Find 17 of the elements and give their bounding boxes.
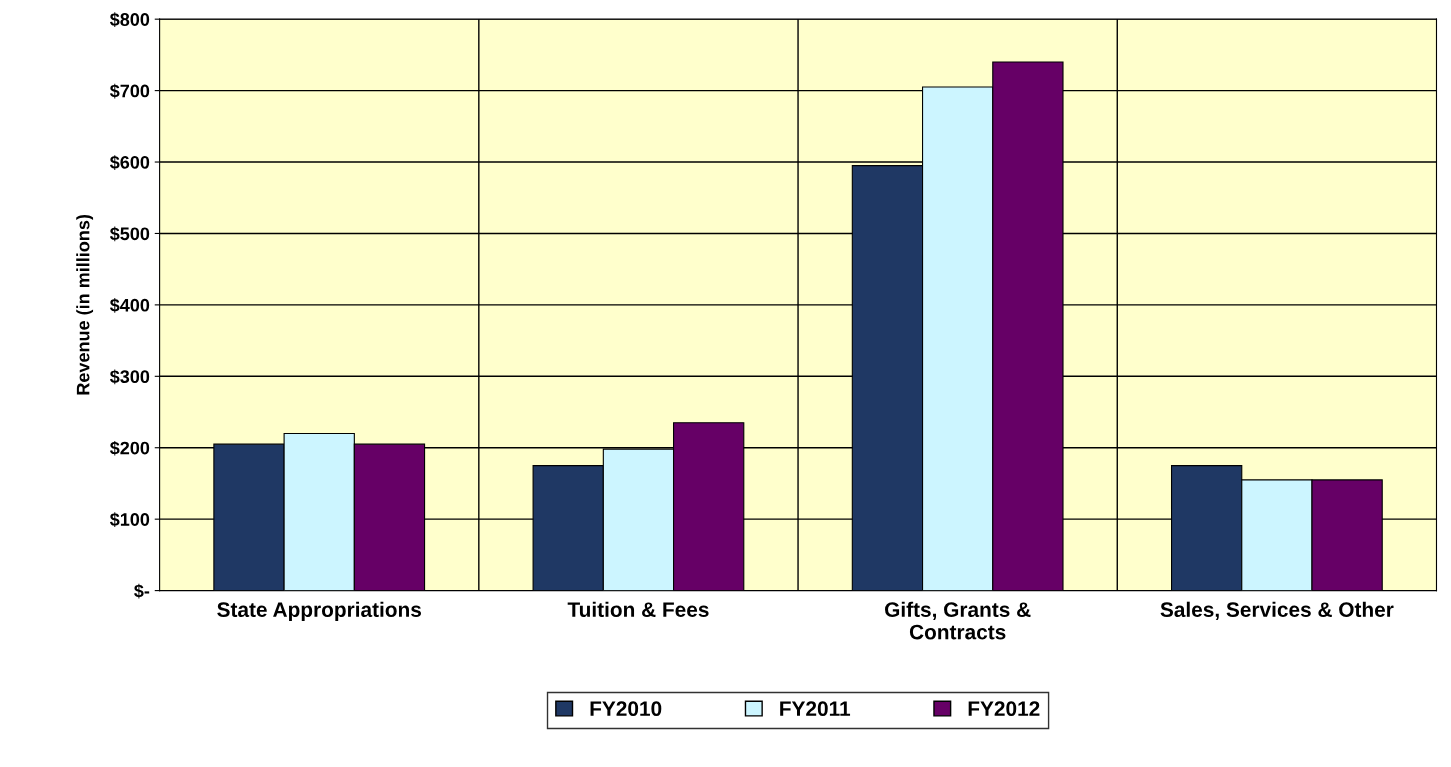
x-tick-label: Gifts, Grants & Contracts bbox=[885, 601, 1031, 640]
y-tick-label: $800 bbox=[109, 12, 150, 28]
x-tick-label: Tuition & Fees bbox=[567, 601, 709, 617]
y-tick-label: $- bbox=[134, 583, 150, 599]
y-tick-label: $400 bbox=[109, 298, 150, 313]
y-tick-label: $200 bbox=[109, 440, 150, 456]
y-tick-label: $700 bbox=[109, 83, 150, 99]
legend-label: FY2012 bbox=[968, 701, 1040, 717]
y-tick-label: $300 bbox=[109, 369, 150, 385]
x-tick-label: State Appropriations bbox=[217, 601, 421, 622]
legend-label: FY2011 bbox=[780, 701, 851, 717]
y-tick-label: $600 bbox=[109, 155, 150, 170]
y-tick-label: $100 bbox=[109, 512, 150, 528]
y-tick-label: $500 bbox=[109, 226, 150, 242]
x-tick-label: Sales, Services & Other bbox=[1160, 601, 1394, 621]
y-axis-title: Revenue (in millions) bbox=[76, 214, 94, 395]
legend-label: FY2010 bbox=[590, 701, 662, 717]
